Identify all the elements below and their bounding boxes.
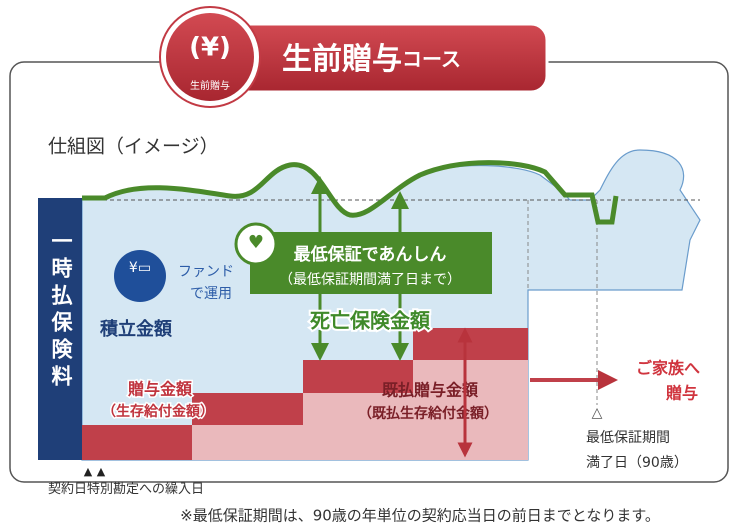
maturity-line1: 最低保証期間 [586,430,670,446]
yen-icon: (¥) [189,33,231,63]
fund-icon [114,250,166,302]
transfer-marker: ▲ [97,465,106,478]
gift-label: 贈与金額 [128,380,193,399]
maturity-marker: △ [592,405,603,421]
heart-glyph: ♥ [248,232,264,253]
gift-step [82,425,192,460]
page: (¥) 生前贈与 生前贈与コース 仕組図（イメージ） 一時払保険料 ♥ 最低保証… [0,0,739,532]
caption: 仕組図（イメージ） [48,136,219,158]
family-label: ご家族へ [636,359,700,378]
gift-sublabel: （生存給付金額） [102,403,214,420]
title-main: 生前贈与 [282,42,402,77]
gift-step [413,328,528,360]
title-suffix: コース [402,47,461,71]
guarantee-note: （最低保証期間満了日まで） [279,272,461,288]
premium-label: 一時払保険料 [49,230,74,392]
badge-label: 生前贈与 [190,79,230,92]
death-benefit: 死亡保険金額 [310,309,431,333]
contract-marker: ▲ [84,465,93,478]
transfer-date: 特別勘定への繰入日 [87,482,204,497]
fund-line2: で運用 [190,286,232,302]
footnote: ※最低保証期間は、90歳の年単位の契約応当日の前日までとなります。 [180,507,660,525]
contract-date: 契約日 [48,482,87,497]
family-label2: 贈与 [666,384,698,403]
guarantee-title: 最低保証であんしん [294,244,447,265]
paid-gift-sublabel: （既払生存給付金額） [358,405,498,422]
maturity-line2: 満了日（90歳） [586,455,688,471]
fund-icon-glyph: ¥▭ [129,260,151,276]
date-labels: 契約日特別勘定への繰入日 [48,482,204,497]
fund-line1: ファンド [178,264,234,280]
fund-label: 積立金額 [99,318,173,340]
